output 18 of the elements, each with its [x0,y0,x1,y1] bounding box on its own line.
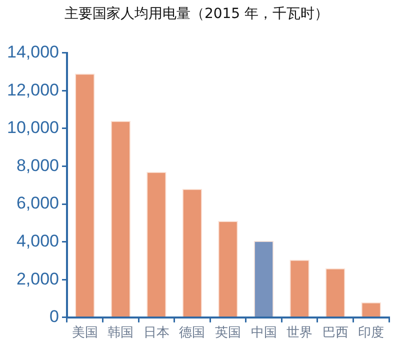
chart-title: 主要国家人均用电量（2015 年，千瓦时） [64,6,329,22]
x-tick-label: 日本 [143,326,170,341]
y-tick-label: 4,000 [16,231,59,250]
y-tick-label: 2,000 [16,269,59,288]
y-tick-label: 14,000 [6,42,59,62]
x-tick-label: 印度 [358,324,384,341]
y-tick-label: 12,000 [6,80,59,100]
x-tick-label: 巴西 [322,326,348,341]
y-tick-label: 6,000 [16,194,59,213]
x-tick-label: 韩国 [108,326,134,341]
y-tick-label: 8,000 [16,156,59,175]
x-tick-label: 英国 [215,326,241,341]
x-tick-label: 德国 [179,326,206,341]
x-tick-label: 美国 [72,324,98,341]
y-tick-label: 0 [50,307,59,326]
y-tick-label: 10,000 [6,118,59,138]
x-tick-label: 世界 [286,326,313,341]
x-tick-label: 中国 [250,326,277,341]
